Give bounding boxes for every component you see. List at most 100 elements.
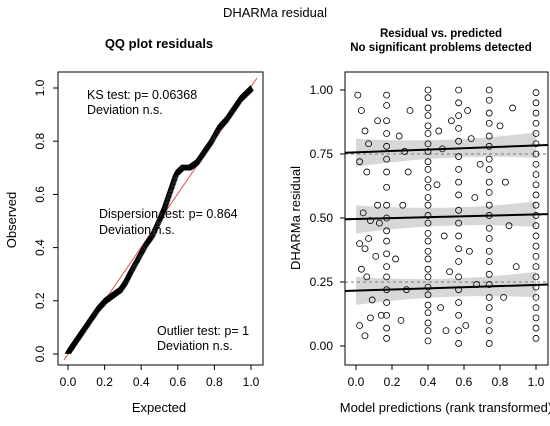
rp-point bbox=[424, 255, 432, 263]
rp-point bbox=[455, 99, 463, 107]
rp-point bbox=[424, 273, 432, 281]
rp-point bbox=[383, 101, 391, 109]
rp-quantile-fit-line bbox=[344, 213, 549, 221]
rp-point bbox=[532, 99, 540, 107]
qq-plot-title: QQ plot residuals bbox=[105, 36, 213, 51]
rp-point bbox=[424, 148, 432, 155]
rp-point bbox=[496, 122, 504, 130]
dispersion-deviation-label: Deviation n.s. bbox=[99, 223, 175, 237]
qq-x-tick-label: 0.2 bbox=[96, 375, 113, 389]
rp-point bbox=[356, 240, 364, 248]
rp-point bbox=[442, 327, 450, 335]
rp-point bbox=[532, 273, 540, 281]
qq-x-tick-label: 1.0 bbox=[243, 375, 260, 389]
rp-point bbox=[356, 158, 364, 166]
rp-point bbox=[532, 293, 540, 301]
rp-point bbox=[424, 165, 432, 173]
rp-point bbox=[424, 301, 432, 309]
qq-plot-frame bbox=[57, 71, 264, 366]
rp-point bbox=[361, 332, 369, 340]
rp-point bbox=[485, 132, 493, 140]
rp-point bbox=[363, 168, 371, 176]
rp-point bbox=[383, 142, 391, 150]
rp-point bbox=[455, 178, 463, 186]
rp-point bbox=[383, 237, 391, 245]
ks-deviation-label: Deviation n.s. bbox=[87, 103, 163, 117]
rp-point bbox=[372, 252, 380, 260]
rp-point bbox=[476, 160, 484, 168]
rp-point bbox=[424, 112, 432, 119]
rp-plot-title: Residual vs. predicted bbox=[380, 28, 502, 40]
rp-point bbox=[361, 127, 369, 135]
rp-point bbox=[424, 140, 432, 148]
qq-x-tick-label: 0.4 bbox=[133, 375, 150, 389]
qq-y-axis-label: Observed bbox=[4, 192, 19, 248]
rp-point bbox=[424, 94, 432, 102]
rp-point bbox=[354, 91, 362, 99]
rp-point bbox=[532, 140, 540, 148]
rp-point bbox=[363, 273, 371, 281]
rp-point bbox=[485, 119, 493, 127]
rp-point bbox=[455, 327, 463, 335]
qq-y-tick-label: 0.2 bbox=[33, 292, 47, 309]
rp-point bbox=[532, 130, 540, 137]
qq-y-tick-label: 0.6 bbox=[33, 186, 47, 203]
rp-point bbox=[383, 130, 391, 137]
rp-point bbox=[383, 227, 391, 235]
rp-point bbox=[361, 245, 369, 253]
rp-x-tick-label: 0.8 bbox=[492, 375, 509, 389]
qq-x-axis-label: Expected bbox=[132, 400, 186, 415]
rp-point bbox=[485, 188, 493, 196]
rp-point bbox=[440, 232, 448, 240]
rp-point bbox=[485, 165, 493, 173]
rp-point bbox=[500, 293, 508, 301]
rp-point bbox=[424, 237, 432, 245]
rp-x-axis: 0.0 0.2 0.4 0.6 0.8 1.0 bbox=[348, 365, 545, 389]
rp-x-tick-label: 0.2 bbox=[384, 375, 401, 389]
rp-point bbox=[532, 201, 540, 209]
rp-point bbox=[447, 117, 455, 125]
rp-point bbox=[424, 337, 432, 345]
rp-point bbox=[446, 268, 454, 276]
rp-point bbox=[464, 107, 472, 114]
rp-point bbox=[397, 316, 405, 324]
rp-point bbox=[485, 270, 493, 278]
rp-point bbox=[465, 247, 473, 255]
qq-y-tick-label: 0.0 bbox=[33, 345, 47, 362]
rp-point bbox=[383, 250, 391, 258]
rp-point bbox=[359, 209, 367, 217]
rp-point bbox=[383, 168, 391, 176]
rp-point bbox=[485, 340, 493, 347]
rp-point bbox=[455, 137, 463, 145]
rp-point bbox=[399, 201, 407, 209]
rp-point bbox=[485, 327, 493, 335]
rp-point bbox=[455, 153, 463, 160]
rp-point bbox=[467, 135, 475, 143]
rp-y-tick-label: 1.00 bbox=[310, 83, 334, 97]
rp-point bbox=[383, 273, 391, 281]
rp-quantile-fit-line bbox=[344, 144, 549, 154]
qq-x-tick-label: 0.8 bbox=[206, 375, 223, 389]
rp-point bbox=[375, 219, 383, 227]
rp-point bbox=[455, 299, 463, 306]
rp-point bbox=[424, 291, 432, 299]
rp-y-tick-label: 0.75 bbox=[310, 147, 334, 161]
qq-y-tick-label: 0.4 bbox=[33, 239, 47, 256]
rp-point bbox=[532, 222, 540, 230]
dispersion-test-label: Dispersion test: p= 0.864 bbox=[99, 207, 238, 221]
rp-point bbox=[485, 96, 493, 104]
rp-point bbox=[505, 222, 513, 230]
rp-point bbox=[455, 112, 463, 119]
rp-point bbox=[532, 160, 540, 168]
rp-point bbox=[485, 258, 493, 265]
rp-point bbox=[374, 117, 382, 125]
qq-x-axis: 0.0 0.2 0.4 0.6 0.8 1.0 bbox=[60, 365, 260, 389]
rp-point bbox=[512, 263, 520, 271]
qq-point bbox=[247, 85, 254, 91]
rp-point bbox=[485, 86, 493, 94]
rp-point bbox=[532, 242, 540, 250]
rp-point bbox=[357, 265, 365, 273]
rp-x-tick-label: 0.0 bbox=[348, 375, 365, 389]
rp-point bbox=[532, 334, 540, 342]
